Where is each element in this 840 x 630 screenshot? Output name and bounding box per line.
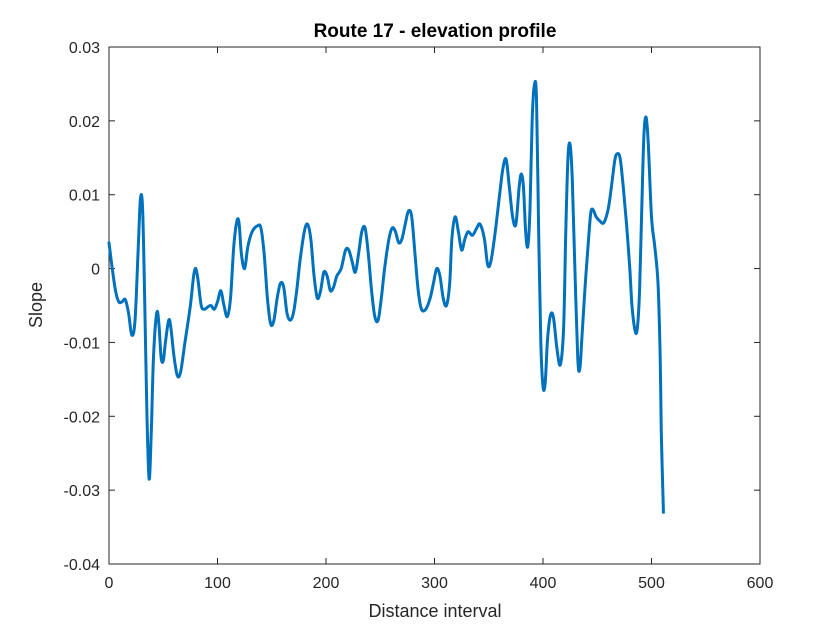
series-layer: [107, 80, 665, 514]
x-tick-label: 0: [105, 575, 114, 592]
y-tick-label: -0.02: [64, 409, 101, 426]
x-axis-label: Distance interval: [368, 601, 501, 621]
y-tick-label: 0.02: [69, 114, 100, 131]
y-axis-label: Slope: [26, 282, 46, 328]
chart-title: Route 17 - elevation profile: [314, 21, 557, 42]
x-tick-label: 200: [313, 575, 340, 592]
y-tick-label: 0: [91, 262, 100, 279]
y-tick-label: -0.03: [64, 483, 101, 500]
x-axis: 0 100 200 300 400 500 600: [105, 47, 774, 592]
x-tick-label: 300: [421, 575, 448, 592]
series-line: [107, 80, 665, 514]
y-tick-label: -0.01: [64, 335, 101, 352]
y-tick-label: 0.01: [69, 188, 100, 205]
x-tick-label: 500: [638, 575, 665, 592]
y-axis: -0.04 -0.03 -0.02 -0.01 0 0.01 0.02 0.03: [64, 40, 760, 574]
x-tick-label: 600: [747, 575, 774, 592]
y-tick-label: 0.03: [69, 40, 100, 57]
x-tick-label: 400: [530, 575, 557, 592]
x-tick-label: 100: [204, 575, 231, 592]
y-tick-label: -0.04: [64, 557, 101, 574]
